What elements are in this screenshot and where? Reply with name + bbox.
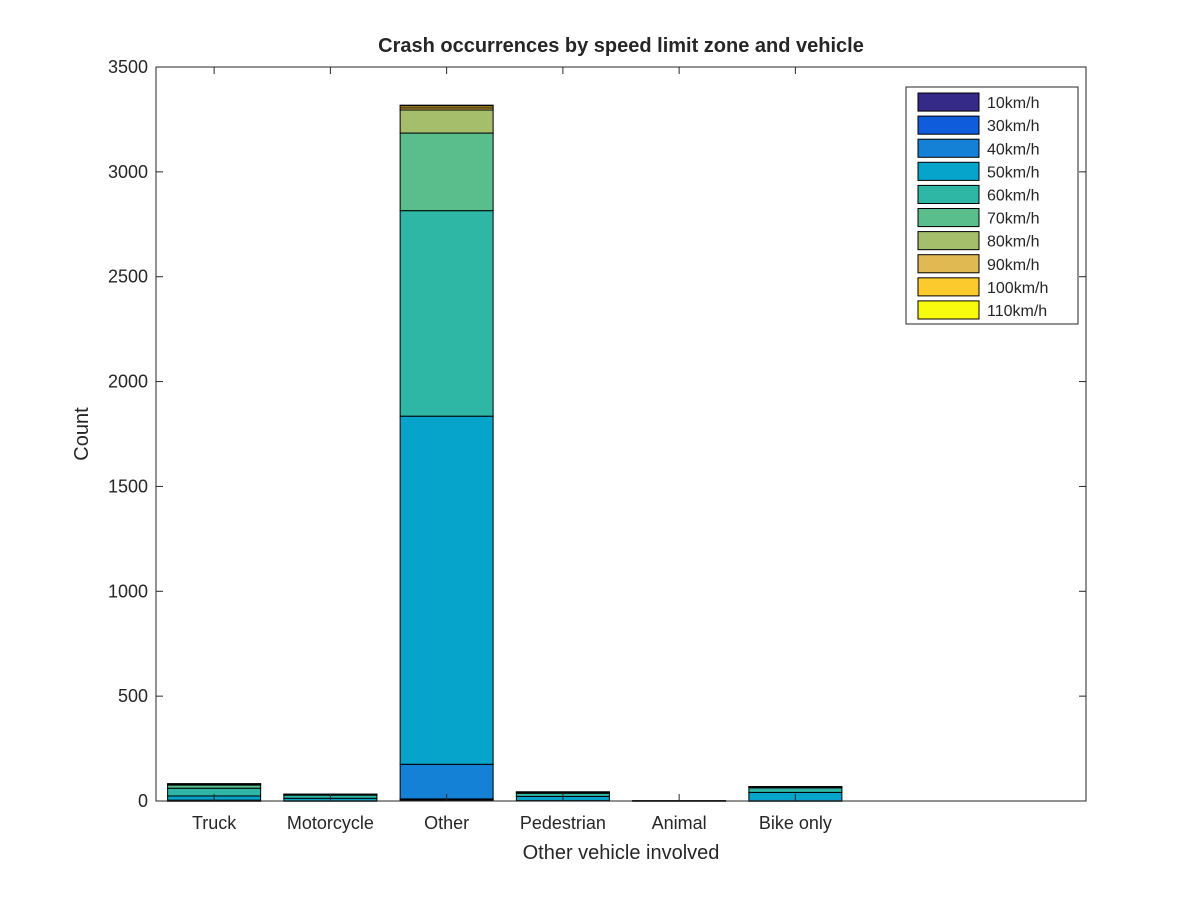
bar-segment: [399, 109, 494, 134]
y-tick-label: 2500: [108, 267, 148, 287]
bars-layer: [167, 104, 843, 802]
y-tick-label: 2000: [108, 372, 148, 392]
bar-segment: [748, 786, 843, 788]
y-tick-label: 500: [118, 686, 148, 706]
x-tick-label: Bike only: [759, 813, 832, 833]
legend-swatch: [917, 161, 980, 181]
legend: 10km/h 30km/h 40km/h 50km/h 60km/h 70km/h 80km…: [905, 86, 1079, 325]
y-tick-label: 1500: [108, 476, 148, 496]
x-tick-label: Animal: [652, 813, 707, 833]
legend-swatch: [917, 254, 980, 274]
y-tick-label: 0: [138, 791, 148, 811]
bar-segment: [399, 763, 494, 800]
legend-label: 10km/h: [987, 95, 1039, 112]
legend-label: 90km/h: [987, 257, 1039, 274]
bar-segment: [399, 415, 494, 765]
x-tick-label: Other: [424, 813, 469, 833]
plot-frame: [155, 66, 1087, 802]
bar-segment: [399, 210, 494, 417]
axis-ticks: 0 500 1000 1500 2000 2500 3000 3500 Truck Motorcy…: [108, 57, 1086, 833]
legend-swatch: [917, 231, 980, 251]
legend-swatch: [917, 208, 980, 228]
legend-label: 60km/h: [987, 188, 1039, 205]
legend-swatch: [917, 184, 980, 204]
legend-swatch: [917, 300, 980, 320]
y-tick-label: 3000: [108, 162, 148, 182]
legend-label: 40km/h: [987, 141, 1039, 158]
bar-segment: [167, 783, 262, 785]
legend-swatch: [917, 277, 980, 297]
legend-swatch: [917, 92, 980, 112]
x-axis-label: Other vehicle involved: [523, 842, 720, 864]
legend-label: 80km/h: [987, 234, 1039, 251]
legend-label: 30km/h: [987, 118, 1039, 135]
bar-segment: [399, 132, 494, 212]
x-tick-label: Pedestrian: [520, 813, 606, 833]
legend-label: 70km/h: [987, 211, 1039, 228]
bar-segment: [399, 104, 494, 107]
x-tick-label: Truck: [192, 813, 237, 833]
bar-segment: [515, 791, 610, 793]
legend-label: 50km/h: [987, 164, 1039, 181]
y-tick-label: 3500: [108, 57, 148, 77]
bar-segment: [748, 787, 843, 793]
y-tick-label: 1000: [108, 581, 148, 601]
y-axis-label: Count: [71, 407, 93, 461]
legend-swatch: [917, 115, 980, 135]
legend-swatch: [917, 138, 980, 158]
legend-label: 110km/h: [987, 303, 1047, 320]
legend-label: 100km/h: [987, 280, 1048, 297]
chart-title: Crash occurrences by speed limit zone an…: [378, 35, 864, 57]
x-tick-label: Motorcycle: [287, 813, 374, 833]
